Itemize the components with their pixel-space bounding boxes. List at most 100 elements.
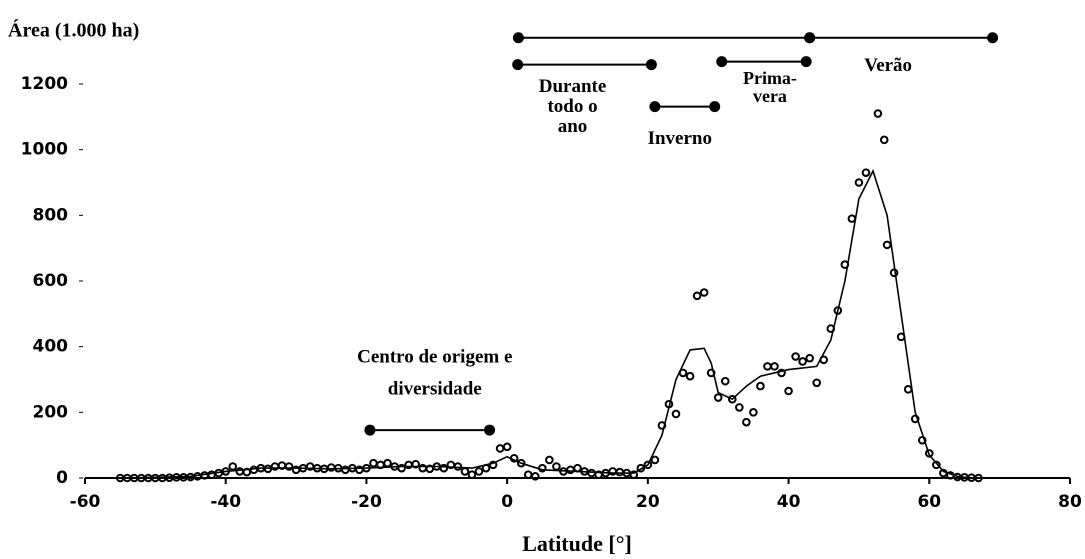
chart-title: Área (1.000 ha) xyxy=(8,19,139,42)
x-tick-label: 80 xyxy=(1058,492,1082,512)
data-point xyxy=(516,458,526,468)
data-point xyxy=(397,463,406,473)
interval-end xyxy=(645,59,657,71)
data-point xyxy=(326,463,336,472)
interval-label: Prima- xyxy=(743,68,797,88)
data-point xyxy=(932,460,941,470)
data-point xyxy=(664,399,674,409)
x-tick-label: 60 xyxy=(917,492,941,512)
y-tick-label: 1200 xyxy=(21,74,68,94)
data-point xyxy=(763,362,772,371)
data-point xyxy=(847,214,857,223)
interval-end xyxy=(364,424,376,436)
data-point xyxy=(200,471,209,480)
data-point xyxy=(685,371,695,381)
interval-end xyxy=(716,56,728,68)
interval-label: Inverno xyxy=(648,128,712,149)
interval-end xyxy=(987,32,999,44)
data-point xyxy=(587,468,596,478)
data-point xyxy=(355,465,364,475)
data-point xyxy=(742,417,751,427)
data-point xyxy=(467,470,477,480)
data-point xyxy=(770,362,779,371)
data-point xyxy=(460,467,470,476)
data-point xyxy=(376,460,385,470)
data-point xyxy=(305,462,315,471)
interval-label: todo o xyxy=(547,96,597,117)
interval-end xyxy=(512,32,524,44)
data-point xyxy=(896,332,906,342)
data-point xyxy=(629,470,639,480)
fit-line xyxy=(120,168,972,479)
data-point xyxy=(833,306,843,315)
data-point xyxy=(474,467,484,476)
data-point xyxy=(946,471,955,480)
interval-label: Durante xyxy=(539,76,607,97)
data-point xyxy=(608,467,617,476)
data-point xyxy=(439,463,449,473)
data-point xyxy=(798,357,807,366)
interval-label: diversidade xyxy=(388,378,482,399)
data-point xyxy=(242,467,252,477)
data-point xyxy=(671,409,681,419)
data-point xyxy=(924,449,934,458)
data-point xyxy=(221,467,231,476)
data-point xyxy=(805,353,814,363)
y-tick-label: 400 xyxy=(33,337,69,357)
data-point xyxy=(263,464,273,474)
data-point xyxy=(713,393,723,402)
interval-label: Verão xyxy=(864,55,912,76)
data-point xyxy=(749,408,758,417)
data-point xyxy=(291,465,301,475)
data-point xyxy=(509,454,519,463)
data-point xyxy=(411,459,420,469)
interval-end xyxy=(649,101,661,113)
data-point xyxy=(383,458,392,468)
data-point xyxy=(594,470,603,480)
data-point xyxy=(756,381,765,391)
data-point xyxy=(425,464,435,474)
data-point xyxy=(910,414,920,424)
y-tick-label: 200 xyxy=(33,402,69,422)
y-tick-label: 1000 xyxy=(21,140,68,160)
data-point xyxy=(791,352,800,361)
data-point xyxy=(903,385,913,394)
interval-end xyxy=(709,101,721,113)
interval-label: Centro de origem e xyxy=(357,346,512,367)
data-point xyxy=(615,467,625,477)
data-point xyxy=(861,168,871,177)
y-tick-label: 800 xyxy=(33,205,69,225)
data-point xyxy=(939,468,948,478)
y-tick-label: 0 xyxy=(56,468,68,488)
x-tick-label: -20 xyxy=(351,492,382,512)
data-point xyxy=(277,461,287,470)
x-tick-label: -40 xyxy=(210,492,241,512)
data-point xyxy=(879,135,889,145)
x-tick-label: 40 xyxy=(777,492,801,512)
interval-end xyxy=(804,32,816,44)
data-point xyxy=(678,368,688,378)
data-point xyxy=(481,463,491,473)
data-point xyxy=(889,268,899,278)
data-point xyxy=(523,470,533,480)
data-point xyxy=(193,472,202,481)
data-point xyxy=(727,394,737,404)
interval-end xyxy=(484,424,496,436)
data-point xyxy=(840,260,850,269)
data-point xyxy=(341,465,350,475)
x-tick-label: 20 xyxy=(636,492,660,512)
data-point xyxy=(545,455,554,465)
data-point xyxy=(826,324,836,333)
data-point xyxy=(636,463,646,473)
x-tick-label: 0 xyxy=(501,492,513,512)
data-point xyxy=(207,470,216,480)
data-point xyxy=(530,472,540,481)
data-point xyxy=(495,444,505,453)
data-point xyxy=(249,465,259,475)
data-point xyxy=(270,462,280,471)
data-point xyxy=(502,442,512,452)
data-point xyxy=(488,460,498,470)
data-point xyxy=(812,378,822,388)
data-point xyxy=(720,376,730,386)
